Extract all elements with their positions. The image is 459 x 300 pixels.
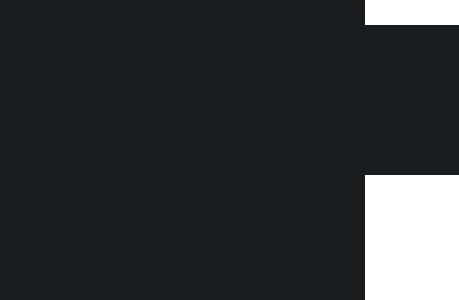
Bar <box>364 175 459 300</box>
Bar <box>364 0 459 25</box>
